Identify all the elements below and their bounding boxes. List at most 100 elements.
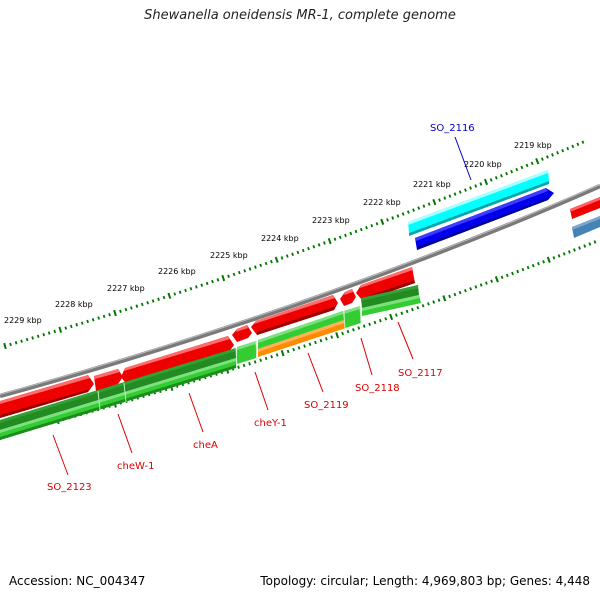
outer-ring-tick: [113, 309, 117, 317]
inner-ring-tick: [442, 295, 447, 302]
gene-cheY-1-feature[interactable]: [232, 325, 252, 342]
outer-ring-tick: [406, 210, 410, 214]
forward-strand-genes: [0, 285, 421, 440]
gene-band-SO_2118-green[interactable]: [344, 306, 361, 328]
inner-ring-tick: [521, 267, 525, 272]
outer-ring-tick: [237, 270, 241, 275]
gene-cheW-1-feature[interactable]: [94, 369, 123, 391]
inner-ring-tick: [537, 261, 540, 266]
genome-backbone: [0, 183, 600, 399]
inner-ring-tick: [437, 298, 441, 302]
inner-ring-tick: [373, 320, 377, 325]
outer-ring-tick: [571, 144, 575, 149]
outer-ring-tick: [157, 297, 160, 301]
outer-ring-tick: [227, 274, 230, 278]
outer-ring-tick: [130, 306, 133, 310]
outer-ring-tick: [205, 281, 209, 286]
outer-ring-tick: [86, 319, 89, 324]
inner-ring-tick: [593, 240, 597, 244]
inner-ring-tick: [242, 363, 246, 368]
outer-ring-tick: [221, 274, 226, 282]
inner-ring-tick: [485, 281, 488, 285]
inner-ring-tick: [297, 346, 301, 350]
outer-ring-tick: [386, 218, 389, 222]
outer-ring-tick: [291, 252, 294, 256]
outer-ring-tick: [401, 212, 405, 216]
outer-ring-tick: [479, 182, 483, 186]
gene-label-SO_2119[interactable]: SO_2119: [304, 400, 349, 411]
outer-ring-tick: [3, 342, 7, 350]
gene-band-SO_2119-green[interactable]: [258, 311, 344, 349]
outer-ring-tick: [151, 299, 155, 303]
outer-ring-tick: [530, 161, 534, 166]
gene-band-SO_2117-green[interactable]: [361, 285, 421, 316]
outer-ring-tick: [359, 227, 363, 232]
outer-ring-tick: [327, 237, 332, 245]
gene-label-cheA[interactable]: cheA: [193, 440, 218, 451]
inner-ring-tick: [490, 279, 494, 283]
inner-ring-tick: [362, 324, 366, 328]
gene-SO_2119-feature[interactable]: [251, 295, 338, 335]
outer-ring-tick: [354, 229, 358, 234]
outer-ring-tick: [489, 178, 493, 182]
gene-label-SO_2116[interactable]: SO_2116: [430, 123, 475, 134]
outer-ring-tick: [370, 223, 374, 228]
gene-label-SO_2117[interactable]: SO_2117: [398, 368, 443, 379]
kbp-label-2228: 2228 kbp: [55, 300, 93, 309]
outer-ring-tick: [301, 248, 305, 253]
inner-ring-tick: [352, 328, 355, 332]
gene-band-green-light[interactable]: [0, 358, 236, 440]
inner-ring-tick: [464, 288, 467, 293]
outer-ring-tick: [443, 196, 447, 200]
orf-blue-feature[interactable]: [415, 188, 554, 250]
inner-ring-tick: [546, 256, 551, 263]
outer-ring-tick: [344, 233, 347, 238]
gene-label-cheY-1[interactable]: cheY-1: [254, 418, 287, 429]
outer-ring-tick: [551, 153, 554, 157]
gene-band-cheY-1-green[interactable]: [237, 341, 256, 364]
gene-label-cheW-1[interactable]: cheW-1: [117, 461, 154, 472]
inner-ring-tick: [395, 313, 398, 317]
outer-ring-tick: [53, 329, 57, 334]
inner-ring-tick: [248, 362, 251, 366]
outer-ring-tick: [338, 235, 342, 240]
outer-ring-tick: [69, 324, 73, 329]
gene-band-SO_2119-orange[interactable]: [258, 320, 346, 357]
inner-ring-tick: [479, 283, 483, 287]
outer-ring-tick: [515, 167, 519, 172]
orf-red-feature-right[interactable]: [570, 197, 600, 219]
outer-ring-tick: [312, 245, 316, 249]
outer-ring-tick: [167, 292, 172, 299]
gene-label-SO_2118[interactable]: SO_2118: [355, 383, 400, 394]
inner-ring-tick: [292, 347, 295, 352]
inner-ring-tick: [330, 335, 334, 339]
outer-ring-tick: [438, 198, 441, 202]
gene-SO_2118-feature[interactable]: [340, 289, 356, 306]
gene-label-SO_2123[interactable]: SO_2123: [47, 482, 92, 493]
orf-cyan-feature[interactable]: [408, 170, 549, 236]
inner-ring-tick: [578, 246, 581, 250]
gene-SO_2123-feature[interactable]: [0, 375, 94, 418]
outer-ring-tick: [36, 334, 40, 338]
outer-ring-tick: [427, 202, 431, 206]
gene-band-green-dark[interactable]: [0, 348, 236, 430]
outer-ring-tick: [211, 279, 214, 284]
outer-ring-tick: [448, 194, 452, 198]
outer-ring-tick: [453, 192, 457, 196]
orf-steel-feature-right[interactable]: [572, 216, 600, 238]
outer-ring-tick: [274, 256, 279, 263]
inner-ring-tick: [458, 290, 462, 295]
outer-ring-tick: [483, 178, 489, 186]
kbp-label-2225: 2225 kbp: [210, 251, 248, 260]
inner-ring-tick: [416, 305, 420, 310]
outer-ring-tick: [432, 198, 437, 206]
inner-ring-tick: [308, 342, 312, 346]
inner-ring-tick: [562, 252, 566, 256]
outer-ring-tick: [474, 184, 478, 188]
inner-ring-tick: [368, 322, 371, 327]
outer-ring-tick: [135, 304, 139, 308]
kbp-label-2226: 2226 kbp: [158, 267, 196, 276]
outer-ring-tick: [102, 314, 106, 319]
inner-ring-tick: [275, 353, 279, 357]
outer-ring-tick: [189, 287, 193, 291]
